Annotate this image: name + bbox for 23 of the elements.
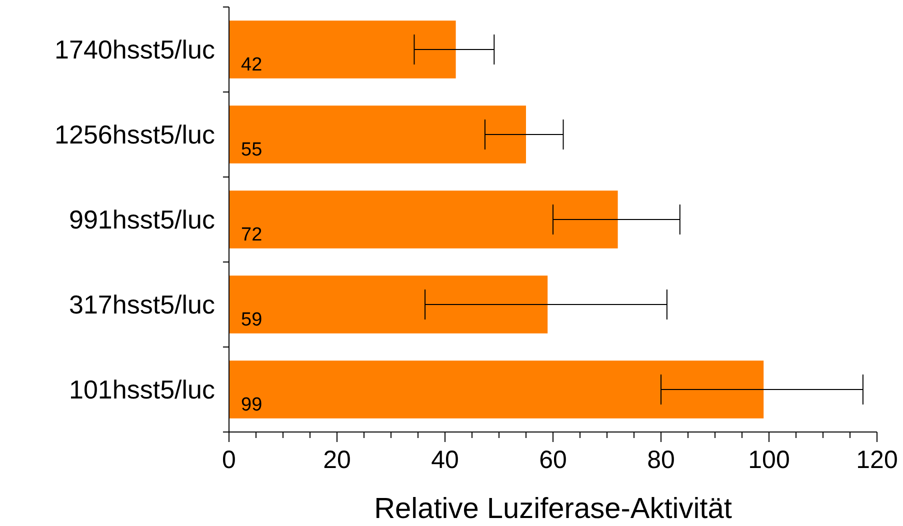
x-tick-label: 100 [748, 446, 790, 474]
bar [229, 190, 618, 248]
x-tick-label: 60 [539, 446, 567, 474]
x-tick-label: 80 [647, 446, 675, 474]
bar [229, 20, 456, 78]
data-label: 99 [241, 394, 262, 416]
x-tick-label: 0 [222, 446, 236, 474]
y-tick-label: 1740hsst5/luc [54, 34, 215, 64]
x-tick-label: 20 [323, 446, 351, 474]
bar [229, 360, 764, 418]
data-label: 42 [241, 54, 262, 76]
y-tick-label: 101hsst5/luc [69, 374, 215, 404]
y-tick-label: 1256hsst5/luc [54, 120, 215, 150]
x-tick-label: 120 [856, 446, 898, 474]
y-tick-label: 317hsst5/luc [69, 290, 215, 320]
x-axis-title: Relative Luziferase-Aktivität [374, 493, 732, 525]
x-tick-label: 40 [431, 446, 459, 474]
data-label: 59 [241, 309, 262, 330]
bar [229, 106, 526, 164]
bar [229, 276, 548, 334]
y-tick-label: 991hsst5/luc [69, 204, 215, 234]
data-label: 55 [241, 139, 262, 160]
data-label: 72 [241, 224, 262, 246]
